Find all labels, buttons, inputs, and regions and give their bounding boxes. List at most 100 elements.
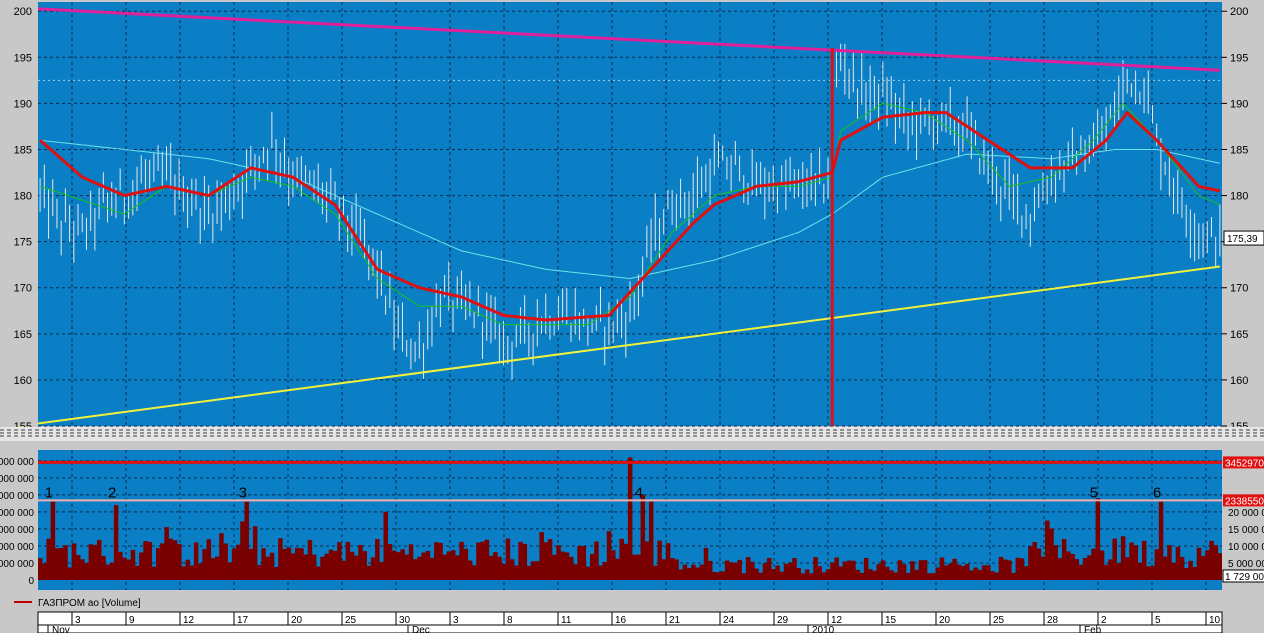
volume-bar — [501, 563, 507, 580]
volume-bar — [455, 555, 460, 580]
volume-bar — [691, 564, 696, 580]
last-volume-label: 1 729 000 — [1225, 572, 1264, 583]
price-tick-label-left: 190 — [14, 98, 32, 110]
volume-bar — [67, 567, 73, 580]
volume-bar — [665, 543, 671, 580]
volume-tick-label-right: 20 000 000 — [1228, 508, 1264, 519]
volume-bar — [724, 560, 730, 580]
volume-bar — [1213, 545, 1219, 580]
volume-bar — [758, 572, 764, 580]
volume-bar — [1061, 539, 1067, 580]
volume-bar — [63, 545, 68, 580]
volume-bar — [564, 552, 570, 580]
volume-bar — [750, 561, 755, 580]
volume-bar — [181, 566, 186, 580]
volume-bar — [177, 544, 182, 580]
time-tick-label: 30 — [399, 615, 411, 626]
volume-bar — [670, 558, 675, 580]
volume-bar — [518, 541, 523, 580]
volume-bar — [716, 572, 721, 580]
volume-upper-level-label: 34529700 — [1225, 458, 1264, 469]
volume-marker-label: 2 — [108, 484, 116, 501]
volume-bar — [1133, 545, 1139, 580]
volume-bar — [615, 558, 620, 580]
volume-bar — [910, 561, 915, 580]
volume-bar — [1078, 564, 1084, 580]
volume-bar — [779, 571, 785, 580]
volume-bar — [859, 572, 865, 580]
volume-bar — [745, 557, 751, 580]
volume-bar — [1154, 549, 1160, 580]
time-tick-label: 9 — [129, 615, 135, 626]
volume-bar — [682, 564, 688, 580]
volume-bar — [278, 538, 283, 580]
volume-bar — [838, 566, 844, 580]
volume-bar — [151, 566, 157, 580]
ma-mid-line — [39, 111, 1221, 322]
volume-bar — [956, 564, 962, 580]
volume-bar — [105, 564, 110, 580]
volume-bar — [804, 569, 810, 580]
volume-bar — [1184, 568, 1189, 580]
resistance-trendline — [0, 5, 1220, 72]
volume-bar — [695, 567, 700, 580]
volume-panel: 1 2 3 4 5 6 — [38, 450, 1223, 590]
volume-bar — [792, 558, 797, 580]
volume-bar — [383, 511, 389, 580]
volume-bar — [1150, 565, 1155, 580]
time-tick-label: 29 — [777, 615, 789, 626]
volume-bar — [354, 555, 359, 580]
volume-bar — [1167, 545, 1172, 580]
volume-tick-label-left: 0 — [28, 576, 34, 587]
volume-bar — [977, 569, 983, 580]
volume-bar — [337, 542, 342, 580]
volume-bar — [139, 552, 144, 580]
volume-bar — [404, 554, 410, 580]
volume-marker-label: 1 — [45, 484, 53, 501]
volume-axis-background — [1222, 444, 1264, 594]
volume-bar — [295, 547, 300, 580]
price-axis: 1551551601601651651701701751751801801851… — [0, 2, 1264, 433]
volume-bar — [1104, 564, 1109, 580]
volume-bar — [1192, 566, 1198, 580]
volume-bar — [387, 544, 393, 580]
volume-bar — [1053, 545, 1058, 580]
panel-separator[interactable] — [0, 427, 1264, 441]
volume-bar — [1023, 566, 1029, 580]
volume-bar — [92, 544, 98, 580]
volume-bar — [1049, 528, 1054, 580]
volume-bar — [712, 571, 717, 580]
volume-bar — [1087, 555, 1092, 580]
volume-bar — [463, 548, 469, 580]
volume-bar — [1171, 562, 1176, 580]
volume-bar — [1200, 555, 1206, 580]
volume-bar — [244, 501, 249, 580]
volume-bar — [109, 562, 115, 580]
volume-bar — [316, 566, 321, 580]
volume-bar — [560, 551, 565, 580]
volume-bar — [96, 539, 102, 580]
volume-bar — [884, 566, 890, 580]
volume-bar — [358, 544, 363, 580]
volume-bar — [261, 548, 266, 580]
volume-bar — [1163, 556, 1168, 580]
volume-bar — [172, 540, 178, 580]
volume-bar — [1125, 557, 1130, 580]
volume-bar — [160, 543, 165, 580]
volume-bar — [539, 532, 544, 580]
volume-bar — [842, 561, 848, 580]
volume-bar — [720, 571, 726, 580]
volume-marker-label: 3 — [239, 484, 247, 501]
volume-bar — [729, 562, 734, 580]
volume-bar — [927, 573, 932, 580]
volume-bar — [429, 557, 435, 580]
volume-marker-label: 6 — [1153, 484, 1161, 501]
volume-bar — [438, 542, 443, 580]
time-tick-label: 17 — [237, 615, 249, 626]
volume-bar — [813, 557, 818, 580]
volume-bar — [737, 559, 742, 580]
volume-bar — [252, 526, 258, 580]
volume-bar — [872, 570, 877, 580]
volume-bar — [307, 540, 313, 580]
volume-axis-left-background — [0, 444, 38, 594]
